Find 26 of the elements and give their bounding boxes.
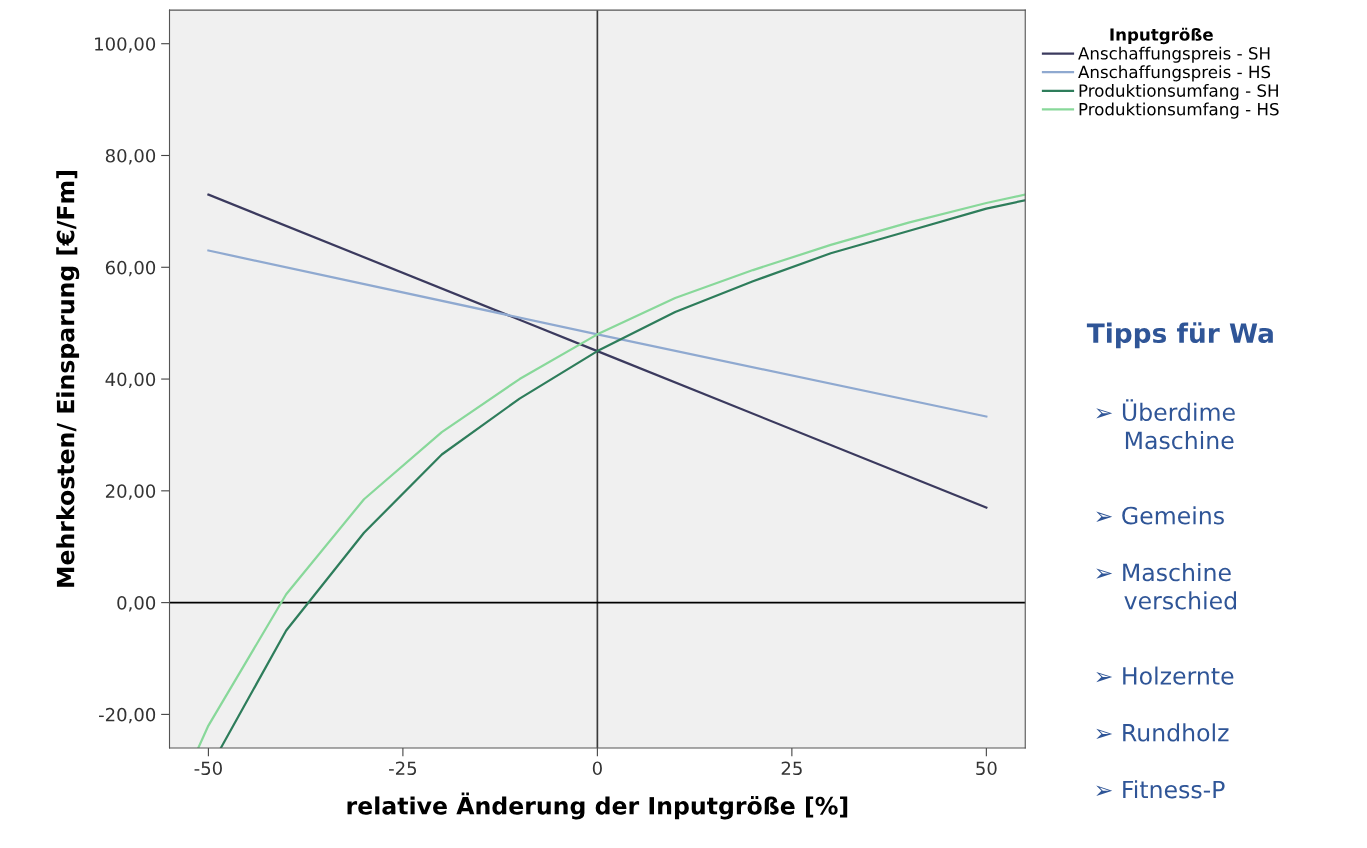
y-tick-label: 80,00 <box>105 148 156 165</box>
legend-label: Anschaffungspreis - HS <box>1078 65 1271 82</box>
text: ➢ Rundholz <box>1096 723 1229 742</box>
x-tick-label: -25 <box>389 761 417 776</box>
legend-label: Anschaffungspreis - SH <box>1078 46 1270 63</box>
x-tick-label: 50 <box>976 761 997 776</box>
y-tick-label: 100,00 <box>95 37 156 53</box>
text: Tipps für Wa <box>1086 322 1273 349</box>
x-tick-label: 25 <box>781 761 802 776</box>
text: ➢ Maschine verschied <box>1096 563 1236 610</box>
text: ➢ Überdime Maschine <box>1096 399 1235 450</box>
y-tick-label: 40,00 <box>105 372 156 389</box>
legend-title: Inputgröße <box>1110 27 1213 45</box>
y-tick-label: -20,00 <box>98 707 156 724</box>
x-tick-label: 0 <box>592 761 602 776</box>
y-tick-label: 20,00 <box>105 484 156 500</box>
x-tick-label: -50 <box>194 761 222 776</box>
text: ➢ Holzernte <box>1096 666 1234 685</box>
text: ➢ Fitness-P <box>1096 780 1225 799</box>
y-tick-label: 0,00 <box>117 596 156 612</box>
text: ➢ Gemeins <box>1096 506 1224 525</box>
legend-label: Produktionsumfang - HS <box>1079 102 1279 119</box>
y-axis-title: Mehrkosten/ Einsparung [€/Fm] <box>56 171 80 587</box>
legend-label: Produktionsumfang - SH <box>1079 83 1278 101</box>
y-tick-label: 60,00 <box>105 260 156 277</box>
x-axis-title: relative Änderung der Inputgröße [%] <box>347 792 848 820</box>
